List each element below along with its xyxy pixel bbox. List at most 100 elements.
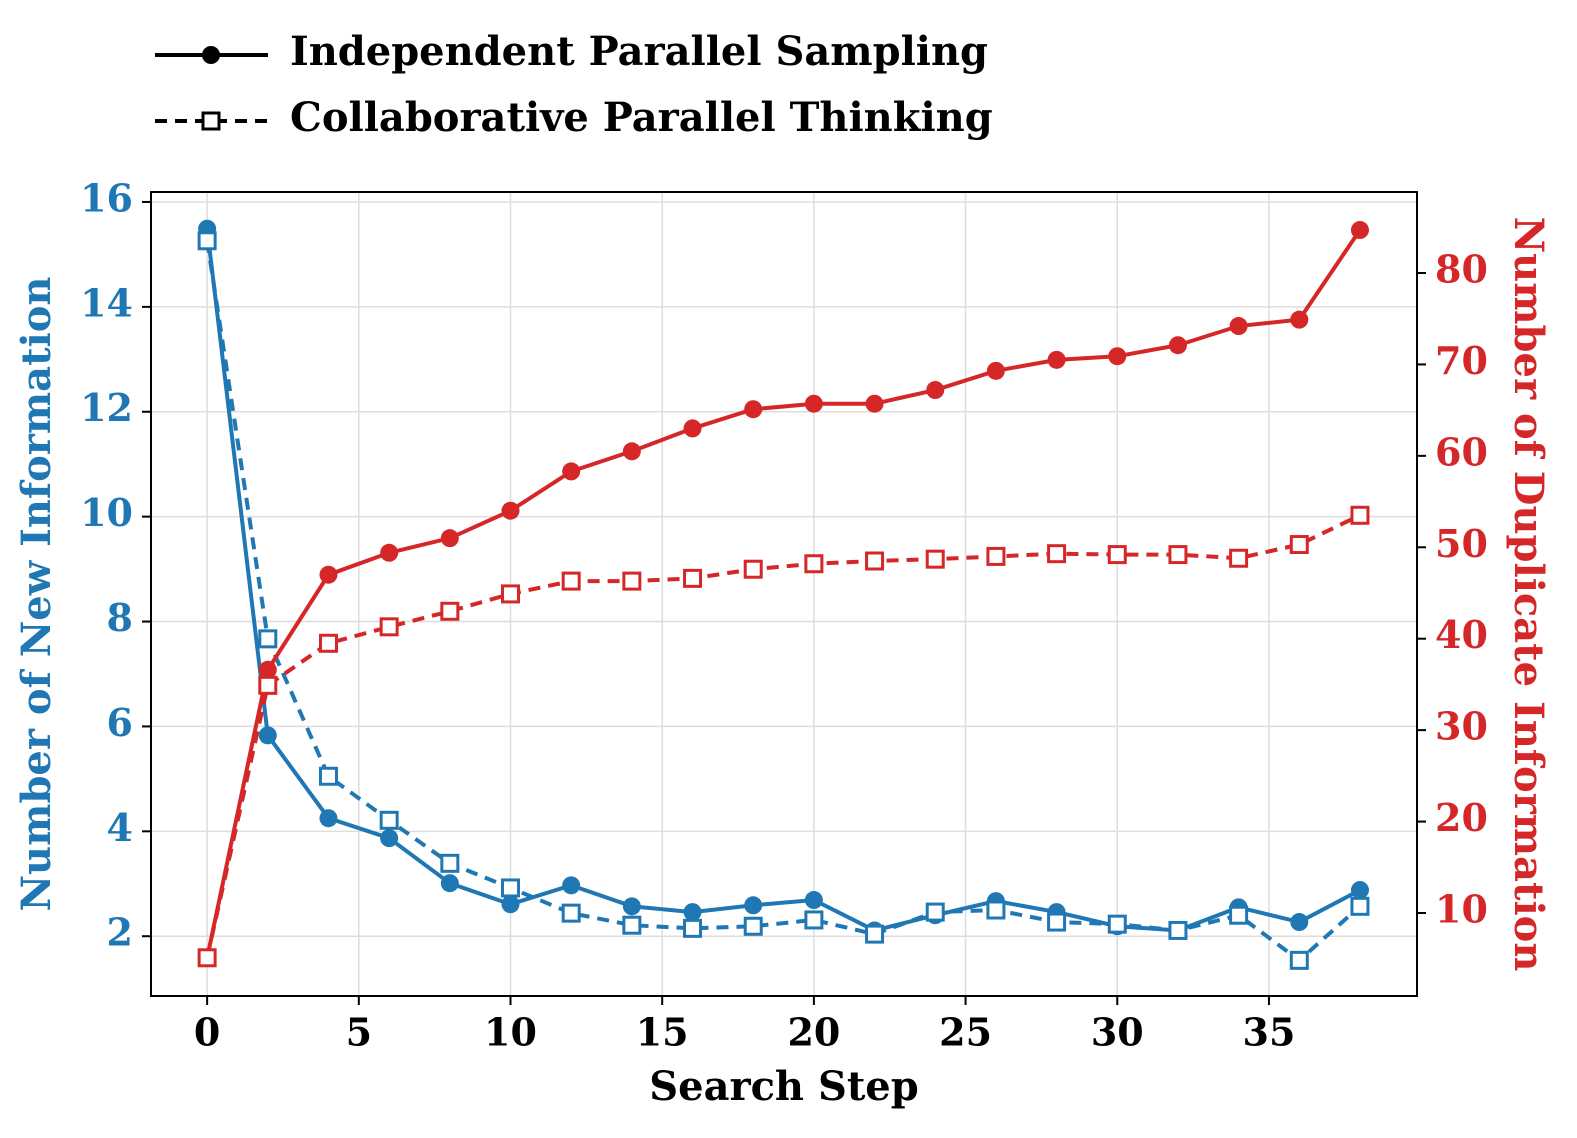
data-point [804,394,823,413]
series-line [205,240,1362,963]
y2-tick-label: 40 [1435,612,1488,657]
y2-tick-label: 30 [1435,704,1488,749]
data-point [501,584,521,604]
legend-label: Independent Parallel Sampling [290,28,988,75]
x-tick-label: 5 [346,1010,372,1055]
y-tick-label: 12 [80,385,133,430]
data-point [622,897,641,916]
x-tick-label: 25 [939,1010,992,1055]
data-point [683,903,702,922]
data-point [197,231,217,251]
data-point [379,810,399,830]
data-point [1289,950,1309,970]
data-point [1290,310,1309,329]
data-point [318,633,338,653]
y-tick-label: 6 [107,700,133,745]
data-point [1108,347,1127,366]
data-point [501,501,520,520]
data-point [501,895,520,914]
data-point [258,675,278,695]
data-point [1350,505,1370,525]
data-point [1168,920,1188,940]
data-point [562,876,581,895]
data-point [804,910,824,930]
data-point [319,565,338,584]
y-tick-label: 16 [80,175,133,220]
data-point [804,554,824,574]
x-tick-label: 30 [1091,1010,1144,1055]
legend-marker [202,46,220,64]
data-point [197,948,217,968]
data-point [561,903,581,923]
data-point [925,549,945,569]
data-point [986,546,1006,566]
x-tick-label: 10 [484,1010,537,1055]
legend-marker [201,111,221,131]
data-point [986,900,1006,920]
y-tick-label: 14 [80,280,133,325]
data-point [743,916,763,936]
data-point [1107,545,1127,565]
data-point [440,853,460,873]
legend-label: Collaborative Parallel Thinking [290,94,993,141]
y-tick-label: 4 [107,805,133,850]
data-point [1350,221,1369,240]
data-point [561,571,581,591]
data-point [804,891,823,910]
data-point [562,462,581,481]
data-point [744,896,763,915]
data-point [865,551,885,571]
y-tick-label: 8 [107,595,133,640]
series-line [205,513,1361,959]
x-tick-label: 35 [1243,1010,1296,1055]
y2-axis-label: Number of Duplicate Information [1505,217,1552,972]
x-tick-label: 15 [636,1010,689,1055]
y2-tick-label: 80 [1435,247,1488,292]
series-line [205,228,1362,959]
data-point [986,361,1005,380]
data-point [743,559,763,579]
data-point [380,543,399,562]
y2-tick-label: 20 [1435,795,1488,840]
data-point [926,381,945,400]
data-point [380,829,399,848]
y2-tick-label: 60 [1435,429,1488,474]
data-point [683,419,702,438]
data-point [1047,350,1066,369]
data-point [1047,912,1067,932]
data-point [1350,881,1369,900]
y2-tick-label: 10 [1435,886,1488,931]
data-point [1107,914,1127,934]
data-point [622,571,642,591]
x-axis-label: Search Step [649,1063,918,1110]
data-point [501,878,521,898]
data-point [1047,544,1067,564]
data-point [1168,545,1188,565]
data-point [258,629,278,649]
data-point [1350,896,1370,916]
data-point [744,400,763,419]
data-point [1289,535,1309,555]
y-tick-label: 2 [107,910,133,955]
data-point [1229,548,1249,568]
data-point [440,874,459,893]
data-point [1168,336,1187,355]
data-point [318,766,338,786]
series-line [205,228,1361,933]
y2-tick-label: 50 [1435,521,1488,566]
x-tick-label: 0 [194,1010,220,1055]
data-point [683,568,703,588]
plot-frame [150,191,1418,997]
data-point [1229,905,1249,925]
y-axis-label: Number of New Information [13,277,60,912]
data-point [865,394,884,413]
x-tick-label: 20 [787,1010,840,1055]
data-point [622,442,641,461]
data-point [258,660,277,679]
data-point [865,924,885,944]
data-point [440,529,459,548]
data-point [379,617,399,637]
data-point [1290,913,1309,932]
data-point [925,902,945,922]
